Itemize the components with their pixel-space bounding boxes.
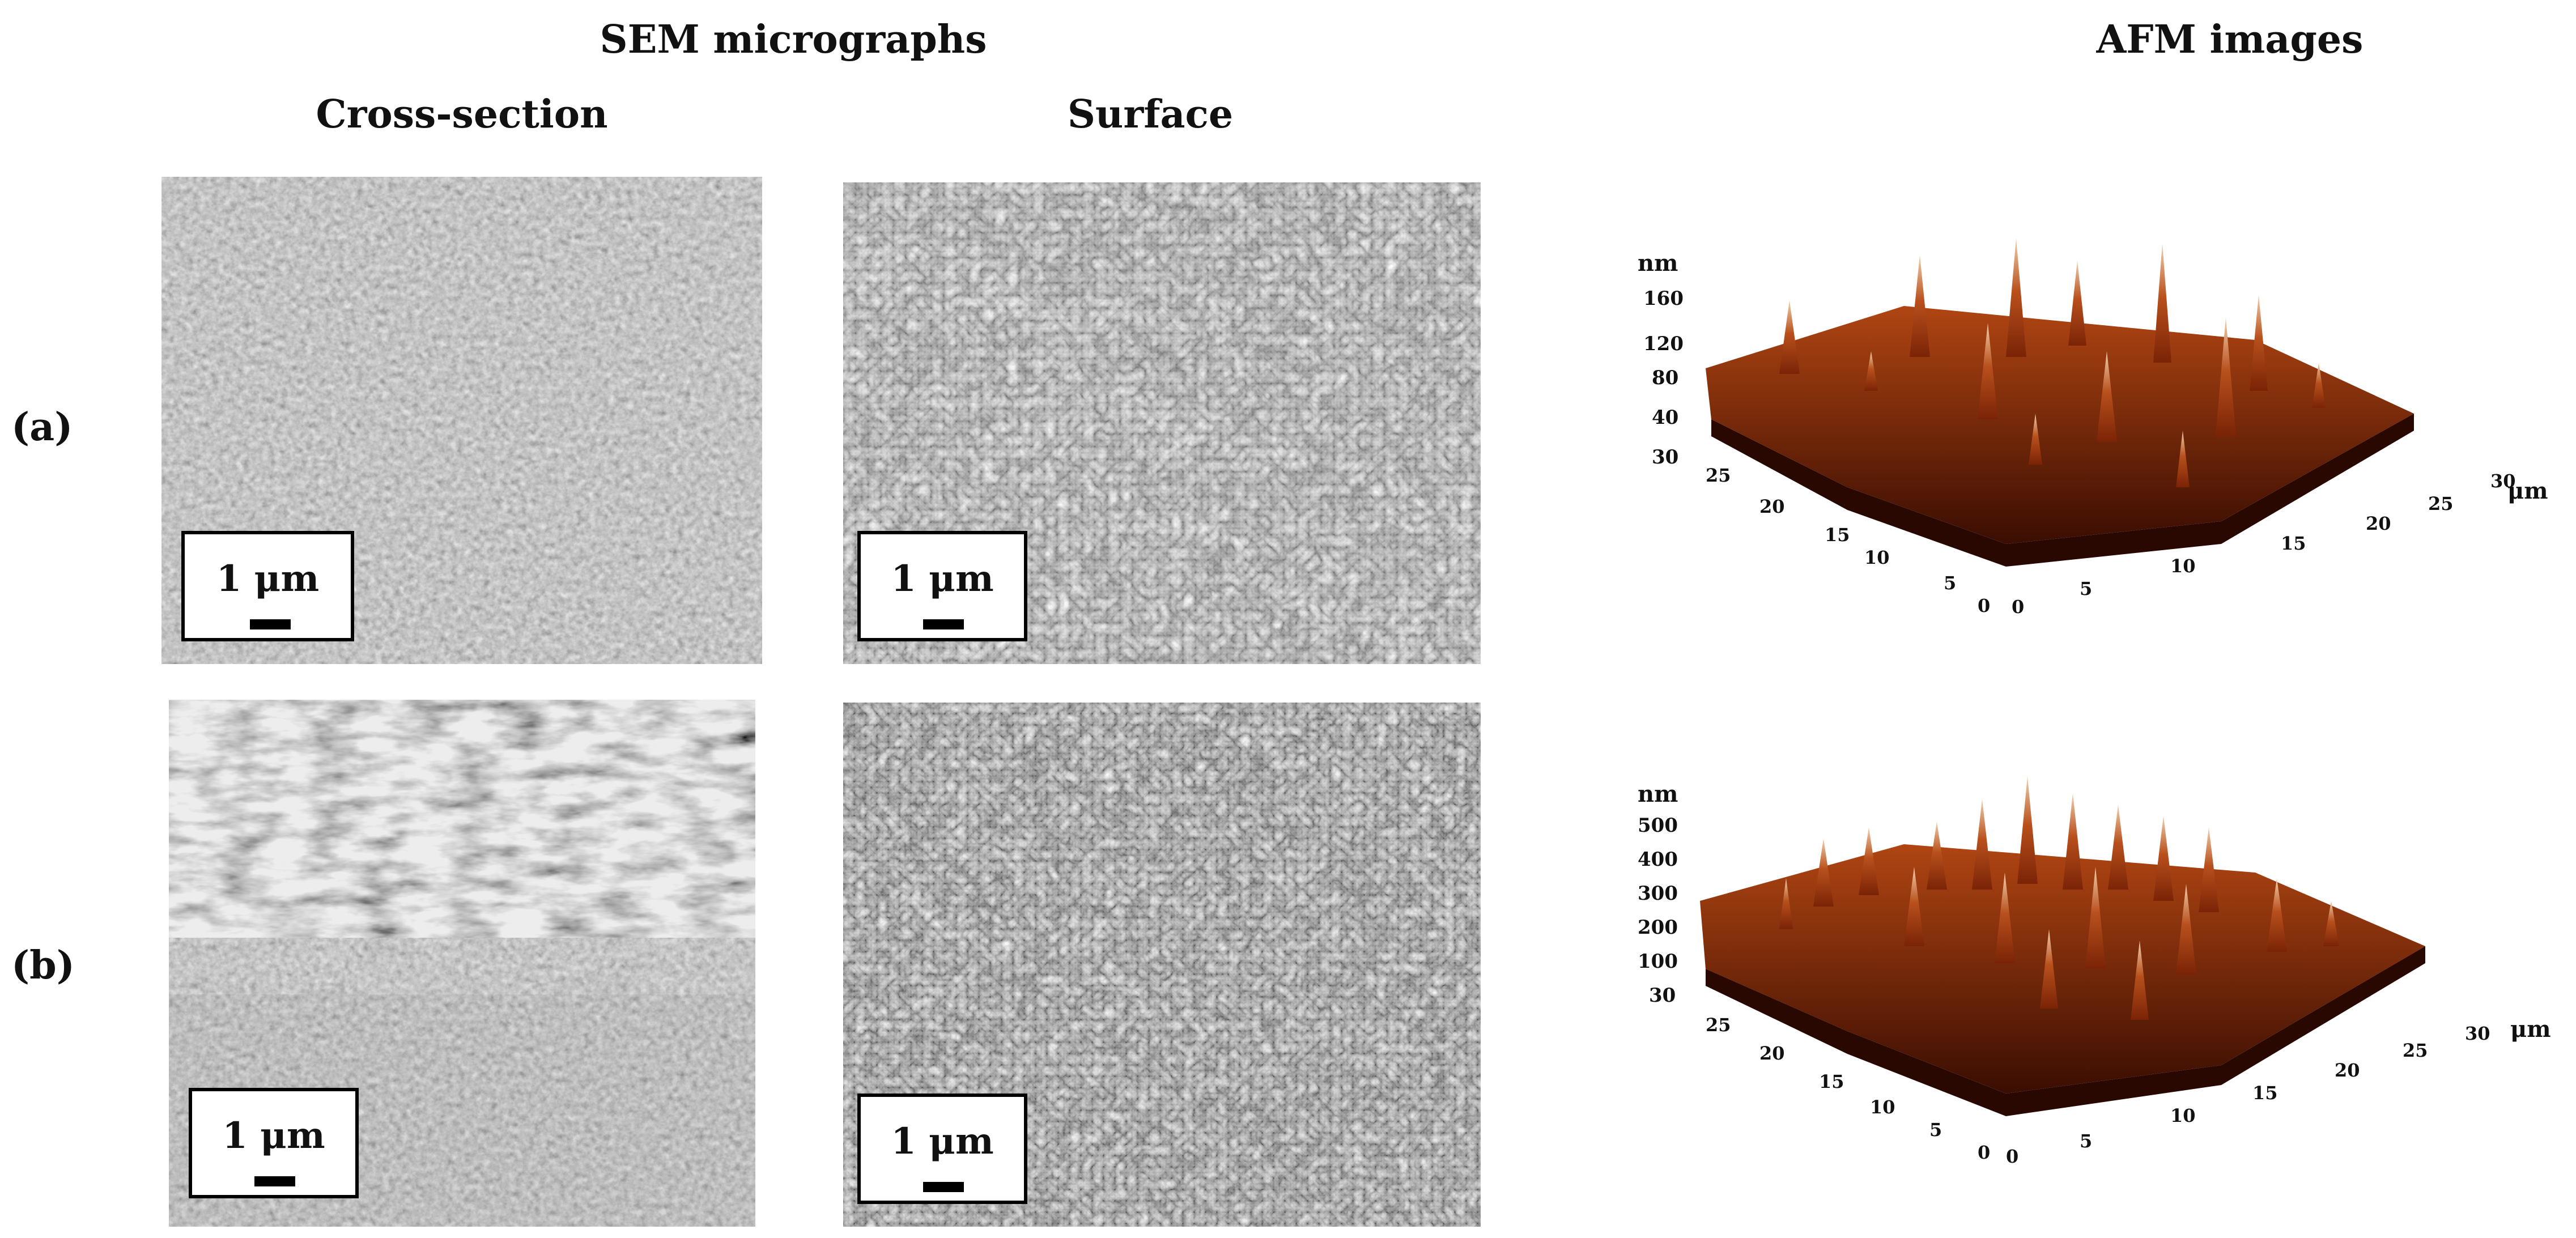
afm-surface-shadow	[1711, 414, 2414, 567]
sem-cross-section-b: 1 μm	[169, 700, 755, 1227]
z-tick-label: 120	[1643, 333, 1684, 355]
afm-z-unit: nm	[1638, 781, 1678, 807]
z-tick-label: 200	[1638, 916, 1678, 939]
z-tick-label: 80	[1652, 367, 1678, 389]
y-tick-label: 25	[1706, 1014, 1731, 1036]
afm-surface-shadow	[1706, 946, 2425, 1116]
sem-cross-section-a: 1 μm	[161, 177, 762, 664]
z-tick-label: 30	[1649, 984, 1676, 1007]
x-tick-label: 10	[2170, 1105, 2196, 1126]
afm-surface-base	[1706, 306, 2414, 544]
afm-surface-base	[1700, 844, 2425, 1094]
afm-xy-unit: μm	[2507, 478, 2548, 504]
sem-surface-a: 1 μm	[843, 182, 1481, 664]
afm-y-ticks: 25 20 15 10 5 0	[1706, 465, 1990, 616]
afm-y-ticks: 25 20 15 10 5 0	[1706, 1014, 1990, 1163]
scale-bar-label: 1 μm	[216, 557, 320, 600]
afm-image-a: nm 160 120 80 40 30 25 20 15 10 5 0 0 5 …	[1638, 238, 2548, 618]
scale-bar-box: 1 μm	[857, 1094, 1027, 1204]
z-tick-label: 300	[1638, 882, 1678, 905]
afm-z-ticks: 160 120 80 40 30	[1643, 287, 1684, 469]
y-tick-label: 5	[1929, 1119, 1942, 1141]
y-tick-label: 20	[1759, 496, 1785, 517]
x-tick-label: 25	[2428, 493, 2454, 514]
y-tick-label: 20	[1759, 1043, 1785, 1064]
x-tick-label: 0	[2012, 596, 2024, 618]
y-tick-label: 15	[1819, 1071, 1844, 1092]
scale-bar-label: 1 μm	[891, 557, 994, 600]
z-tick-label: 100	[1638, 950, 1678, 973]
z-tick-label: 500	[1638, 814, 1678, 837]
y-tick-label: 10	[1864, 547, 1890, 568]
sem-micrographs-heading: SEM micrographs	[600, 17, 987, 62]
afm-xy-unit: μm	[2510, 1016, 2551, 1043]
scale-bar-label: 1 μm	[222, 1114, 325, 1157]
x-tick-label: 5	[2080, 578, 2092, 599]
row-label-a: (a)	[11, 405, 73, 450]
scale-bar	[250, 619, 291, 629]
x-tick-label: 15	[2252, 1082, 2278, 1104]
scale-bar	[923, 1182, 964, 1192]
cross-section-heading: Cross-section	[316, 92, 608, 137]
x-tick-label: 5	[2080, 1130, 2092, 1152]
scale-bar	[254, 1176, 295, 1186]
y-tick-label: 10	[1870, 1096, 1895, 1118]
scale-bar-label: 1 μm	[891, 1120, 994, 1163]
afm-peaks	[1779, 238, 2326, 487]
z-tick-label: 400	[1638, 848, 1678, 871]
scale-bar	[923, 619, 964, 629]
row-label-b: (b)	[11, 943, 75, 988]
sem-surface-b: 1 μm	[843, 703, 1481, 1227]
afm-z-unit: nm	[1638, 250, 1678, 276]
x-tick-label: 15	[2281, 533, 2306, 554]
afm-image-b: nm 500 400 300 200 100 30 25 20 15 10 5 …	[1638, 776, 2551, 1167]
x-tick-label: 25	[2403, 1040, 2428, 1061]
surface-heading: Surface	[1067, 92, 1234, 137]
x-tick-label: 10	[2170, 555, 2196, 577]
z-tick-label: 40	[1652, 406, 1678, 429]
x-tick-label: 0	[2006, 1146, 2018, 1167]
scale-bar-box: 1 μm	[189, 1088, 359, 1198]
x-tick-label: 20	[2335, 1060, 2360, 1081]
afm-peaks	[1779, 776, 2339, 1020]
y-tick-label: 5	[1944, 572, 1956, 594]
afm-z-ticks: 500 400 300 200 100 30	[1638, 814, 1678, 1007]
x-tick-label: 20	[2366, 513, 2391, 534]
afm-images-heading: AFM images	[2096, 17, 2364, 62]
y-tick-label: 0	[1978, 595, 1990, 616]
afm-x-ticks: 0 5 10 15 20 25 30	[2012, 470, 2516, 618]
x-tick-label: 30	[2490, 470, 2516, 492]
scale-bar-box: 1 μm	[857, 531, 1027, 641]
y-tick-label: 0	[1978, 1142, 1990, 1163]
x-tick-label: 30	[2465, 1023, 2490, 1044]
z-tick-label: 30	[1652, 446, 1678, 469]
z-tick-label: 160	[1643, 287, 1684, 310]
scale-bar-box: 1 μm	[181, 531, 354, 641]
y-tick-label: 25	[1706, 465, 1731, 486]
y-tick-label: 15	[1825, 524, 1850, 546]
afm-x-ticks: 0 5 10 15 20 25 30	[2006, 1023, 2490, 1167]
